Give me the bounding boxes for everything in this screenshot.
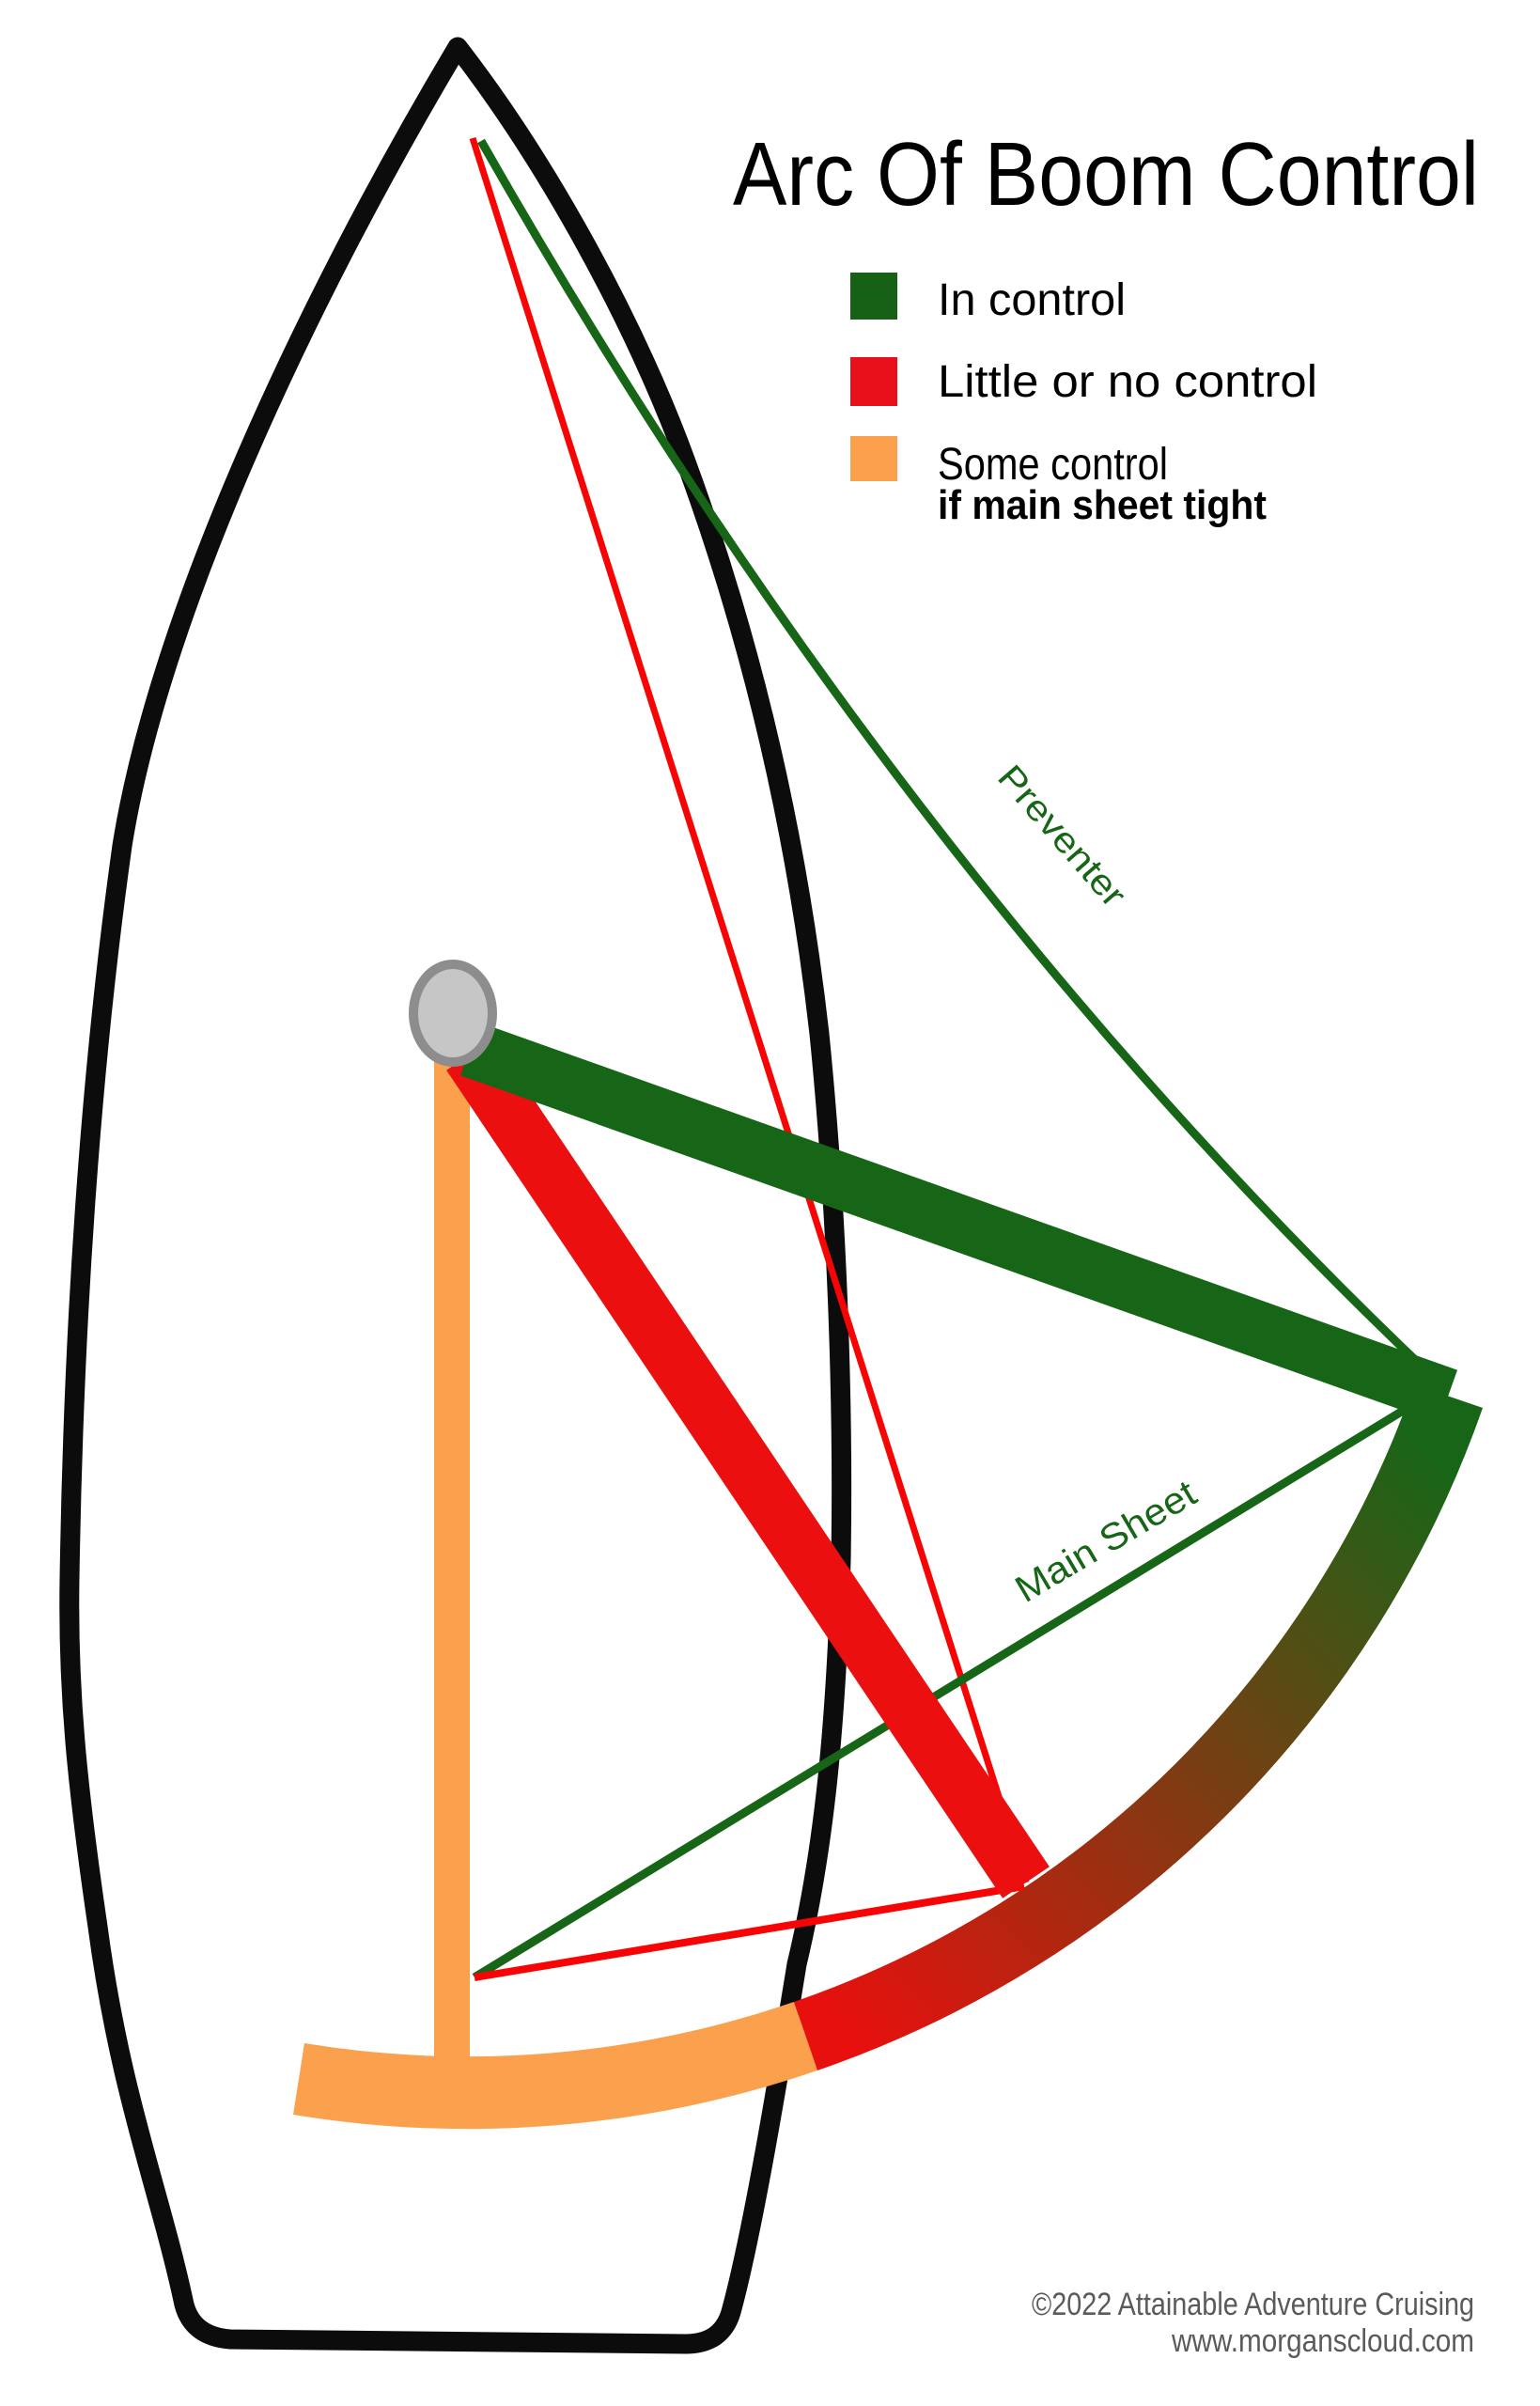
website-line: www.morganscloud.com bbox=[1171, 2323, 1474, 2359]
mast-icon bbox=[409, 960, 497, 1067]
preventer-line-red-position bbox=[469, 136, 1030, 1884]
copyright-line: ©2022 Attainable Adventure Cruising bbox=[1032, 2287, 1474, 2322]
preventer-line bbox=[477, 138, 1436, 1380]
legend-swatch-in-control bbox=[850, 273, 897, 320]
boom-green-in-control bbox=[459, 1022, 1458, 1424]
page-title: Arc Of Boom Control bbox=[733, 124, 1479, 225]
boom-red-out-of-control bbox=[446, 1039, 1050, 1898]
arc-some-control-segment bbox=[293, 2002, 817, 2130]
legend-swatch-some-control bbox=[850, 436, 897, 481]
legend-label-no-control: Little or no control bbox=[938, 357, 1317, 407]
legend: In control Little or no control Some con… bbox=[850, 273, 1317, 528]
main-sheet-line-red-position bbox=[474, 1883, 1025, 1981]
legend-swatch-no-control bbox=[850, 357, 897, 406]
legend-label-some-control: Some control bbox=[938, 440, 1168, 490]
preventer-label: Preventer bbox=[989, 758, 1133, 914]
main-sheet-line bbox=[472, 1394, 1427, 1981]
arc-red-to-green-segment bbox=[794, 1384, 1483, 2070]
legend-note-some-control: if main sheet tight bbox=[938, 482, 1267, 528]
footer-credit: ©2022 Attainable Adventure Cruising www.… bbox=[1032, 2287, 1474, 2359]
legend-label-in-control: In control bbox=[938, 275, 1126, 325]
